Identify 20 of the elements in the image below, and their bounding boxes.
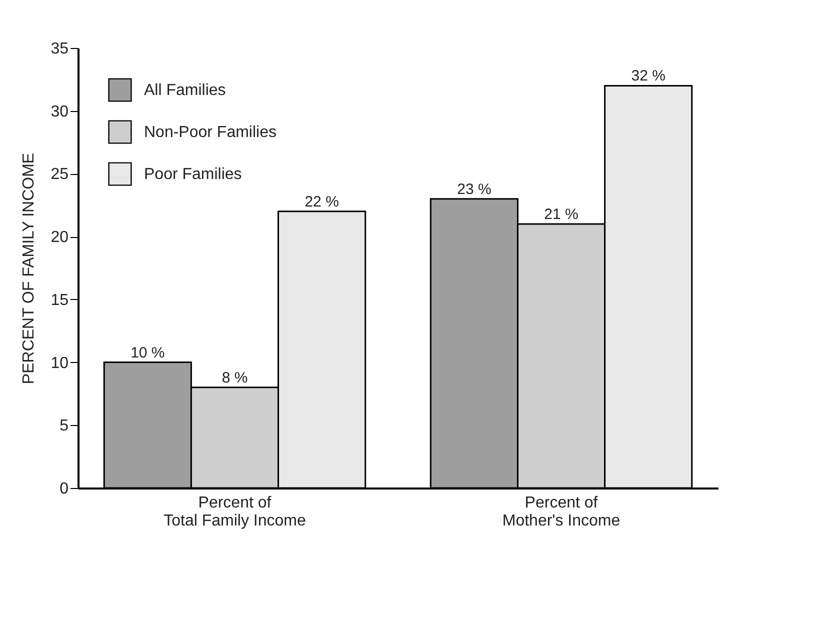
y-tick-label: 5 [60, 418, 69, 435]
y-axis-title: PERCENT OF FAMILY INCOME [20, 152, 38, 384]
data-label: 10 % [130, 344, 165, 362]
data-label: 8 % [222, 369, 248, 386]
y-tick-label: 35 [50, 40, 69, 58]
legend-label: All Families [144, 82, 226, 99]
y-tick-label: 30 [50, 103, 69, 120]
y-tick-label: 15 [50, 292, 69, 309]
x-tick-label: Percent of Mother's Income [502, 494, 620, 530]
data-label: 22 % [304, 193, 339, 210]
x-tick-label: Percent of Total Family Income [164, 494, 306, 530]
y-tick-label: 10 [50, 354, 69, 372]
y-tick-label: 25 [50, 166, 69, 184]
y-tick-label: 20 [50, 229, 69, 246]
legend-label: Non-Poor Families [144, 124, 276, 141]
y-tick-label: 0 [60, 480, 69, 498]
data-label: 23 % [457, 180, 492, 198]
data-label: 32 % [631, 68, 666, 85]
legend-label: Poor Families [144, 166, 242, 183]
data-label: 21 % [544, 206, 578, 223]
